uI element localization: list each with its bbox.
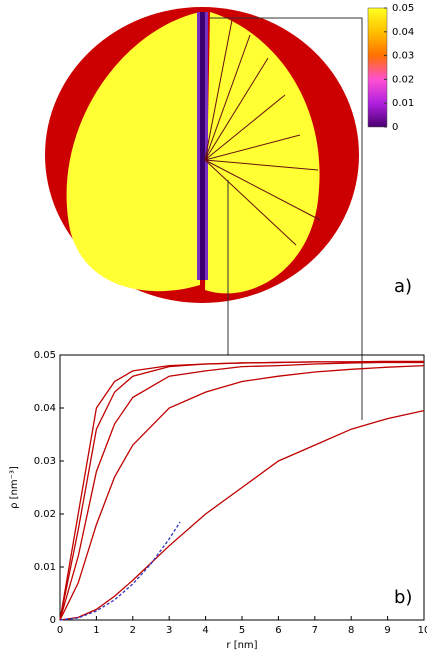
x-tick-label: 3 <box>166 625 172 636</box>
x-tick-label: 4 <box>202 625 208 636</box>
series-line <box>59 410 425 621</box>
y-tick-label: 0.01 <box>34 562 56 573</box>
x-tick-label: 5 <box>239 625 245 636</box>
connectors <box>210 17 363 420</box>
y-tick-label: 0.04 <box>34 403 56 414</box>
x-axis-label: r [nm] <box>226 640 257 651</box>
x-tick-label: 1 <box>93 625 99 636</box>
x-tick-label: 8 <box>348 625 354 636</box>
panel-label: a) <box>394 276 412 297</box>
x-tick-label: 9 <box>384 625 390 636</box>
panel-label: b) <box>394 587 412 608</box>
series-line <box>59 361 424 621</box>
x-tick-label: 6 <box>275 625 281 636</box>
x-tick-label: 10 <box>418 625 427 636</box>
series-line <box>59 521 181 621</box>
sphere-render <box>45 7 359 303</box>
colorbar-tick-label: 0.01 <box>392 98 414 109</box>
colorbar-tick-label: 0.03 <box>392 51 414 62</box>
line-chart: 0 1 2 3 4 5 6 7 8 9 10 0 0.01 0.02 0.03 0.04 0.05 r [nm] ρ… <box>9 350 427 651</box>
series-line <box>59 360 424 621</box>
colorbar-tick-label: 0 <box>392 122 398 133</box>
y-tick-label: 0.02 <box>34 509 56 520</box>
series-line <box>59 364 425 621</box>
y-axis-label: ρ [nm⁻³] <box>9 466 20 509</box>
x-tick-label: 2 <box>130 625 136 636</box>
colorbar: 0 0.01 0.02 0.03 0.04 0.05 a) <box>367 3 414 297</box>
y-tick-label: 0.03 <box>34 456 56 467</box>
series-line <box>59 361 424 621</box>
colorbar-tick-label: 0.02 <box>392 74 414 85</box>
x-tick-label: 7 <box>312 625 318 636</box>
y-tick-label: 0.05 <box>34 350 56 361</box>
colorbar-tick-label: 0.05 <box>392 3 414 14</box>
colorbar-scale <box>367 7 388 128</box>
colorbar-tick-label: 0.04 <box>392 27 414 38</box>
x-tick-label: 0 <box>57 625 63 636</box>
y-tick-label: 0 <box>50 615 56 626</box>
